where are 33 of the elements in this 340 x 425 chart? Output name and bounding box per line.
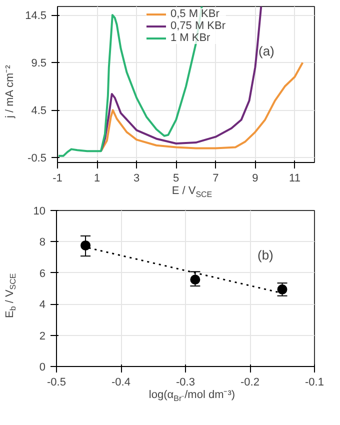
y-tick-label: 0 bbox=[39, 362, 46, 374]
line-series bbox=[100, 62, 304, 152]
legend-label: 1 M KBr bbox=[170, 32, 210, 44]
x-axis-title: log(α$_{Br⁻}$/mol dm⁻³) bbox=[148, 388, 236, 405]
annotation: (a) bbox=[258, 44, 274, 58]
x-tick-label: 11 bbox=[289, 172, 300, 184]
y-tick-label: 6 bbox=[39, 268, 46, 280]
x-tick-label: -0.2 bbox=[240, 376, 260, 388]
y-tick-label: 10 bbox=[33, 206, 46, 218]
x-tick-label: 5 bbox=[173, 172, 180, 184]
x-tick-label: 9 bbox=[252, 172, 258, 184]
annotation: (b) bbox=[258, 248, 274, 262]
x-tick-label: 7 bbox=[212, 172, 219, 184]
y-tick-label: 9.5 bbox=[31, 58, 47, 70]
x-tick-label: 1 bbox=[94, 172, 100, 184]
y-tick-label: -0.5 bbox=[28, 152, 47, 165]
y-tick-label: 2 bbox=[39, 330, 46, 342]
y-tick-label: 8 bbox=[39, 236, 46, 249]
y-tick-label: 4 bbox=[39, 299, 46, 312]
x-tick-label: -0.3 bbox=[176, 376, 195, 388]
x-tick-label: 3 bbox=[134, 172, 140, 184]
legend-label: 0,75 M KBr bbox=[170, 20, 226, 32]
point bbox=[190, 274, 200, 285]
y-tick-label: 14.5 bbox=[25, 10, 47, 22]
point bbox=[80, 240, 91, 250]
y-axis-title: j / mA cm⁻² bbox=[3, 66, 18, 118]
x-tick-label: -1 bbox=[52, 172, 62, 184]
x-tick-label: -0.5 bbox=[47, 376, 66, 388]
x-tick-label: -0.4 bbox=[112, 376, 130, 388]
x-tick-label: -0.1 bbox=[305, 376, 324, 388]
x-axis-title: E / V$_{SCE}$ bbox=[172, 184, 212, 201]
y-tick-label: 4.5 bbox=[31, 105, 47, 118]
legend-label: 0,5 M KBr bbox=[170, 8, 220, 20]
